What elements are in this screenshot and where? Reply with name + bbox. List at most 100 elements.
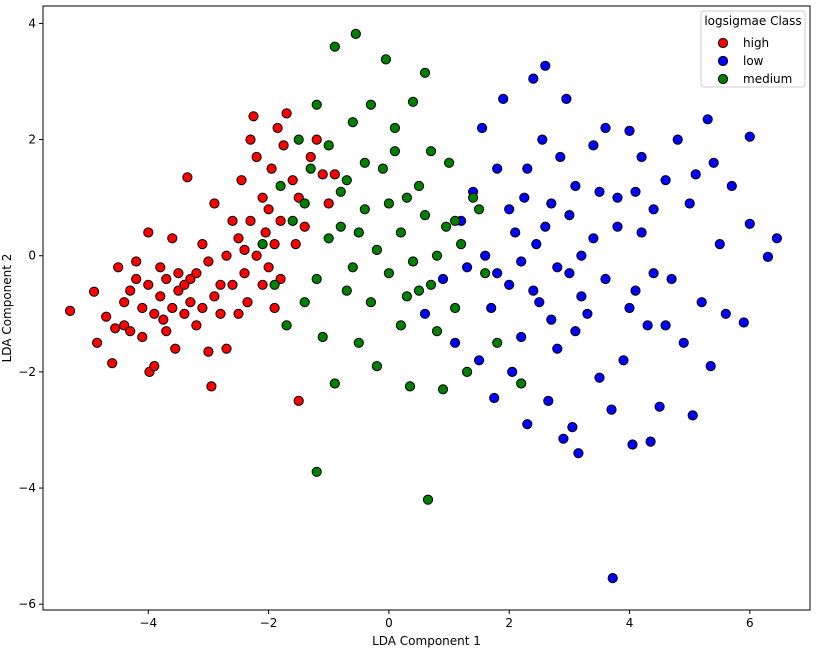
point-medium bbox=[281, 320, 292, 331]
point-low bbox=[510, 227, 521, 238]
legend-marker-high bbox=[717, 37, 729, 49]
point-low bbox=[504, 279, 515, 290]
point-low bbox=[654, 401, 665, 412]
point-low bbox=[684, 198, 695, 209]
point-high bbox=[131, 273, 142, 285]
point-high bbox=[269, 302, 280, 314]
point-high bbox=[155, 262, 166, 273]
point-medium bbox=[269, 279, 280, 290]
point-high bbox=[209, 198, 220, 209]
y-tick-label: 4 bbox=[28, 16, 36, 30]
point-medium bbox=[389, 146, 400, 157]
x-tick-label: 4 bbox=[626, 616, 634, 630]
point-low bbox=[618, 355, 629, 366]
point-high bbox=[203, 256, 214, 267]
point-low bbox=[612, 221, 623, 232]
point-low bbox=[492, 268, 503, 279]
point-medium bbox=[323, 233, 334, 244]
point-low bbox=[522, 419, 533, 430]
point-low bbox=[607, 573, 618, 584]
point-medium bbox=[299, 297, 310, 308]
point-medium bbox=[299, 198, 310, 209]
point-low bbox=[762, 251, 774, 262]
point-medium bbox=[365, 99, 376, 110]
point-high bbox=[257, 192, 268, 203]
point-medium bbox=[413, 180, 425, 192]
point-high bbox=[248, 111, 259, 122]
point-high bbox=[179, 279, 190, 290]
point-high bbox=[251, 250, 262, 261]
point-medium bbox=[359, 157, 370, 168]
point-high bbox=[170, 343, 181, 354]
point-low bbox=[720, 308, 731, 319]
point-low bbox=[573, 448, 584, 459]
point-high bbox=[203, 346, 214, 357]
point-high bbox=[65, 305, 76, 316]
point-high bbox=[125, 285, 136, 296]
point-medium bbox=[404, 381, 416, 392]
point-medium bbox=[462, 366, 473, 377]
point-low bbox=[552, 262, 563, 273]
point-low bbox=[437, 273, 449, 285]
point-medium bbox=[377, 163, 388, 174]
legend-title: logsigmae Class bbox=[704, 14, 801, 28]
point-low bbox=[546, 198, 557, 209]
point-medium bbox=[287, 215, 298, 226]
point-high bbox=[161, 273, 172, 285]
point-high bbox=[227, 279, 238, 290]
point-low bbox=[477, 122, 488, 134]
point-low bbox=[507, 366, 518, 377]
point-low bbox=[561, 93, 572, 105]
point-low bbox=[600, 273, 611, 285]
point-low bbox=[543, 395, 554, 406]
point-high bbox=[185, 297, 196, 308]
point-low bbox=[552, 343, 563, 354]
point-high bbox=[242, 297, 253, 308]
point-high bbox=[215, 279, 226, 290]
point-medium bbox=[407, 256, 419, 267]
point-medium bbox=[257, 239, 268, 250]
point-low bbox=[576, 250, 587, 261]
point-medium bbox=[341, 285, 352, 296]
point-medium bbox=[419, 210, 431, 221]
point-low bbox=[687, 410, 698, 421]
point-low bbox=[504, 204, 515, 215]
point-medium bbox=[311, 99, 322, 110]
point-low bbox=[744, 218, 755, 229]
point-high bbox=[149, 308, 160, 319]
point-low bbox=[516, 331, 527, 343]
point-low bbox=[624, 302, 635, 314]
legend-label-low: low bbox=[743, 54, 764, 68]
point-low bbox=[540, 221, 551, 232]
point-medium bbox=[444, 157, 455, 168]
point-low bbox=[570, 180, 581, 192]
point-high bbox=[311, 134, 322, 145]
point-low bbox=[630, 285, 641, 296]
point-low bbox=[672, 134, 683, 145]
point-low bbox=[540, 60, 551, 71]
x-tick-label: −4 bbox=[139, 616, 157, 630]
point-low bbox=[486, 302, 497, 314]
point-low bbox=[564, 210, 575, 221]
point-medium bbox=[395, 320, 406, 331]
point-low bbox=[702, 114, 713, 125]
point-high bbox=[149, 361, 160, 372]
point-medium bbox=[347, 117, 358, 128]
point-high bbox=[197, 239, 208, 250]
point-low bbox=[666, 273, 677, 285]
point-low bbox=[480, 250, 491, 261]
point-medium bbox=[431, 326, 443, 337]
x-tick-label: −2 bbox=[260, 616, 278, 630]
point-medium bbox=[395, 227, 406, 238]
point-medium bbox=[329, 378, 340, 389]
point-low bbox=[537, 134, 548, 145]
point-low bbox=[678, 337, 689, 348]
point-low bbox=[726, 180, 737, 192]
point-high bbox=[287, 175, 298, 186]
point-low bbox=[582, 308, 593, 319]
point-medium bbox=[422, 494, 434, 505]
x-axis: −4 −2 0 2 4 6 bbox=[139, 610, 754, 630]
point-high bbox=[233, 308, 244, 319]
point-high bbox=[191, 268, 202, 279]
